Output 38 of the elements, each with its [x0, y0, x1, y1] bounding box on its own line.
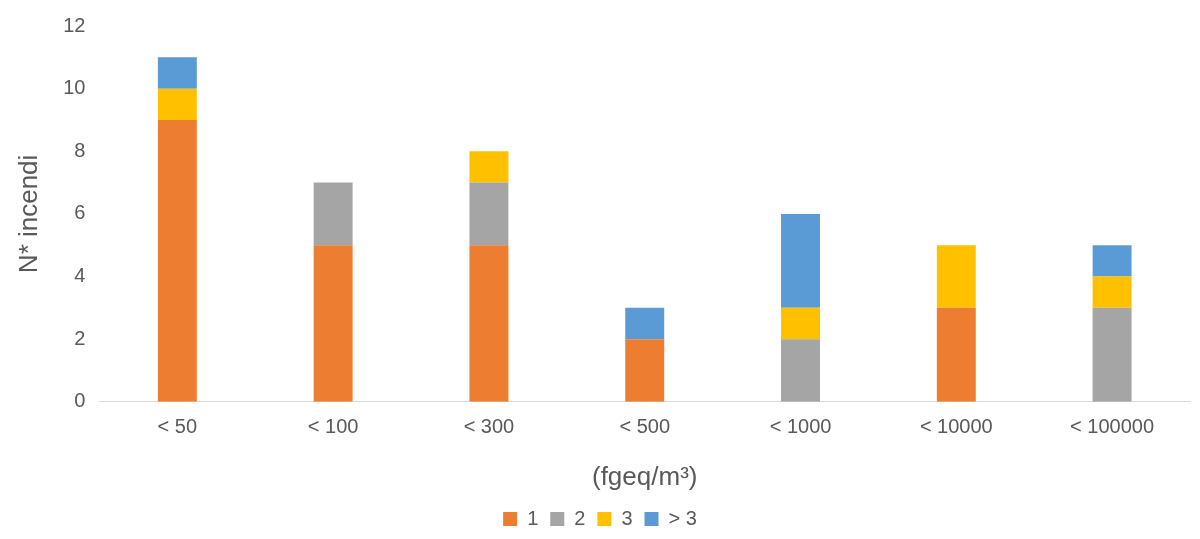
bar	[313, 245, 353, 402]
bar	[1092, 307, 1132, 402]
y-tick-label: 8	[74, 138, 86, 161]
bar	[1092, 245, 1132, 277]
x-axis-title: (fgeq/m³)	[591, 460, 698, 491]
x-tick-label: < 500	[619, 415, 671, 438]
bar	[936, 245, 976, 308]
legend-label: 1	[527, 506, 539, 529]
bar	[157, 88, 197, 120]
x-tick-label: < 10000	[919, 415, 993, 438]
y-tick-label: 12	[63, 13, 86, 36]
x-tick-label: < 50	[157, 415, 198, 438]
bar	[781, 213, 820, 308]
x-tick-label: < 100	[307, 415, 359, 438]
y-tick-label: 0	[74, 389, 86, 412]
y-tick-label: 6	[74, 201, 86, 224]
bar	[781, 307, 820, 340]
y-tick-label: 4	[74, 264, 86, 287]
bar	[157, 57, 197, 89]
legend-label: 3	[621, 506, 633, 529]
bar	[781, 339, 820, 402]
bar	[1092, 276, 1132, 308]
bar	[469, 245, 509, 402]
x-tick-label: < 300	[463, 415, 515, 438]
y-axis-title: N* incendi	[12, 154, 43, 274]
legend-label: 2	[574, 506, 586, 529]
bar	[469, 182, 509, 246]
bar	[625, 339, 665, 402]
y-tick-label: 10	[63, 76, 86, 99]
y-tick-label: 2	[74, 326, 86, 349]
x-tick-label: < 1000	[769, 415, 832, 438]
legend-label: > 3	[668, 506, 697, 529]
bar	[469, 151, 509, 183]
bar	[625, 307, 665, 340]
bar	[313, 182, 353, 246]
x-tick-label: < 100000	[1070, 415, 1155, 438]
bar	[157, 119, 197, 402]
bar	[936, 307, 976, 402]
